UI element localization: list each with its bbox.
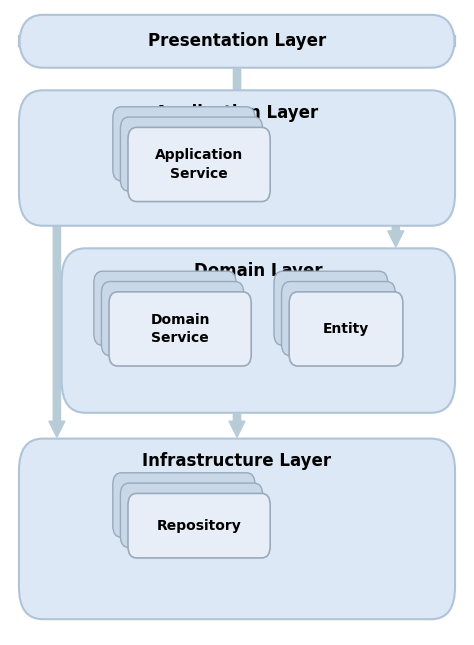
- FancyBboxPatch shape: [62, 248, 455, 413]
- FancyBboxPatch shape: [289, 292, 403, 366]
- FancyArrow shape: [388, 226, 404, 247]
- Text: Domain
Service: Domain Service: [150, 313, 210, 345]
- Text: Entity: Entity: [323, 322, 369, 336]
- Text: Application
Service: Application Service: [155, 148, 243, 181]
- FancyBboxPatch shape: [128, 128, 270, 201]
- FancyBboxPatch shape: [101, 281, 244, 356]
- FancyBboxPatch shape: [19, 90, 455, 226]
- Text: Presentation Layer: Presentation Layer: [148, 32, 326, 50]
- FancyBboxPatch shape: [19, 439, 455, 619]
- Text: Repository: Repository: [157, 519, 241, 533]
- FancyArrow shape: [49, 226, 65, 437]
- FancyBboxPatch shape: [94, 271, 236, 346]
- FancyArrow shape: [229, 69, 245, 224]
- Text: Infrastructure Layer: Infrastructure Layer: [143, 452, 331, 470]
- FancyBboxPatch shape: [120, 117, 263, 191]
- FancyBboxPatch shape: [113, 473, 255, 537]
- FancyBboxPatch shape: [120, 483, 263, 548]
- FancyBboxPatch shape: [128, 493, 270, 558]
- FancyBboxPatch shape: [19, 15, 455, 68]
- FancyBboxPatch shape: [113, 106, 255, 181]
- FancyBboxPatch shape: [282, 281, 395, 356]
- Text: Domain Layer: Domain Layer: [194, 262, 323, 280]
- FancyBboxPatch shape: [274, 271, 388, 346]
- FancyArrow shape: [229, 414, 245, 437]
- Text: Application Layer: Application Layer: [155, 104, 319, 122]
- FancyBboxPatch shape: [109, 292, 251, 366]
